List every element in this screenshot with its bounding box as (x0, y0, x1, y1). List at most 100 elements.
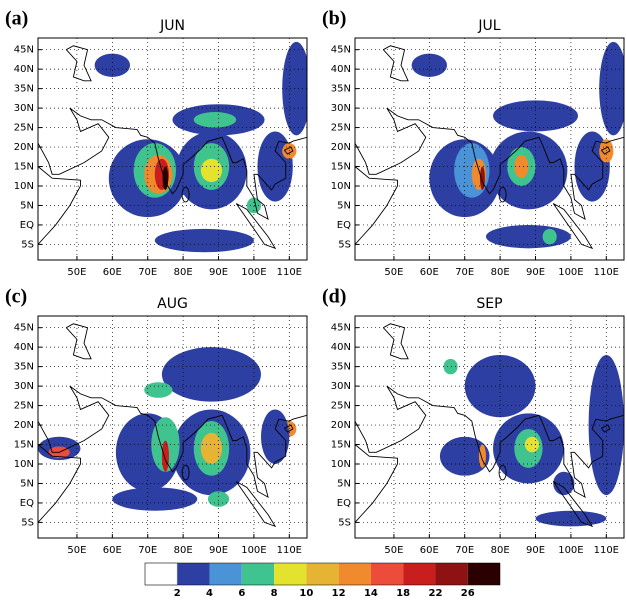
x-tick-label: 50E (384, 267, 403, 278)
y-tick-label: 35N (331, 84, 351, 95)
panel-label: (b) (322, 8, 346, 30)
rain-patch (201, 433, 222, 464)
x-tick-label: 60E (420, 545, 439, 556)
figure: (a)JUN50E60E70E80E90E100E110E45N40N35N30… (0, 0, 627, 602)
y-tick-label: 10N (331, 459, 351, 470)
rain-patch (112, 487, 197, 510)
colorbar-swatch (339, 563, 371, 585)
y-tick-label: 35N (14, 84, 34, 95)
colorbar-swatch (274, 563, 306, 585)
coastline (383, 324, 408, 359)
x-tick-label: 100E (241, 545, 266, 556)
colorbar-label: 6 (238, 588, 245, 599)
y-tick-label: 5N (337, 200, 351, 211)
panel-title: SEP (476, 296, 502, 312)
x-tick-label: 70E (455, 545, 474, 556)
y-tick-label: 10N (14, 181, 34, 192)
x-tick-label: 90E (526, 267, 545, 278)
y-tick-label: EQ (20, 498, 34, 509)
page: {"panels": [ {"label": "(a)", "title": "… (0, 0, 627, 602)
x-tick-label: 80E (491, 545, 510, 556)
y-tick-label: 25N (331, 123, 351, 134)
y-tick-label: EQ (337, 220, 351, 231)
rain-patch (514, 155, 528, 178)
x-tick-label: 110E (277, 267, 302, 278)
colorbar-swatch (242, 563, 274, 585)
y-tick-label: 30N (331, 103, 351, 114)
y-tick-label: 25N (14, 401, 34, 412)
x-tick-label: 70E (138, 545, 157, 556)
y-tick-label: 5S (338, 239, 351, 250)
rain-patch (95, 54, 130, 77)
panel-title: JUL (477, 18, 500, 34)
y-tick-label: 40N (14, 342, 34, 353)
panel-title: JUN (159, 18, 185, 34)
colorbar-label: 10 (299, 588, 313, 599)
y-tick-label: 45N (14, 45, 34, 56)
y-tick-label: 40N (331, 342, 351, 353)
x-tick-label: 80E (491, 267, 510, 278)
rain-patch (162, 347, 261, 402)
y-tick-label: 45N (331, 45, 351, 56)
x-tick-label: 90E (209, 545, 228, 556)
rain-patch (536, 511, 607, 527)
panel-label: (c) (5, 286, 27, 308)
y-tick-label: 30N (14, 381, 34, 392)
rain-patch (144, 382, 172, 398)
colorbar-label: 14 (364, 588, 378, 599)
colorbar-label: 2 (174, 588, 181, 599)
y-tick-label: 15N (14, 162, 34, 173)
colorbar-label: 8 (271, 588, 278, 599)
colorbar-swatch (371, 563, 403, 585)
rain-patch (261, 409, 289, 464)
y-tick-label: 20N (14, 420, 34, 431)
y-tick-label: 5N (337, 478, 351, 489)
panel-label: (d) (322, 286, 346, 308)
rain-patch (155, 229, 254, 252)
rain-patch (162, 441, 169, 472)
y-tick-label: 30N (14, 103, 34, 114)
y-tick-label: 25N (14, 123, 34, 134)
colorbar-swatch (145, 563, 177, 585)
coastline (236, 482, 275, 527)
y-tick-label: 10N (331, 181, 351, 192)
y-tick-label: 40N (14, 64, 34, 75)
x-tick-label: 100E (241, 267, 266, 278)
x-tick-label: 80E (174, 267, 193, 278)
x-tick-label: 100E (558, 267, 583, 278)
colorbar-label: 4 (206, 588, 213, 599)
coastline (66, 324, 91, 359)
panel-title: AUG (157, 296, 188, 312)
rain-patch (543, 229, 557, 245)
rain-patch (194, 112, 236, 128)
y-tick-label: 5S (21, 517, 34, 528)
panel-label: (a) (5, 8, 28, 30)
y-tick-label: 20N (331, 420, 351, 431)
y-tick-label: 20N (14, 142, 34, 153)
colorbar-label: 18 (396, 588, 410, 599)
x-tick-label: 80E (174, 545, 193, 556)
y-tick-label: 15N (331, 440, 351, 451)
y-tick-label: 5S (338, 517, 351, 528)
x-tick-label: 60E (103, 545, 122, 556)
y-tick-label: 25N (331, 401, 351, 412)
x-tick-label: 50E (384, 545, 403, 556)
y-tick-label: 15N (331, 162, 351, 173)
x-tick-label: 60E (103, 267, 122, 278)
y-tick-label: 20N (331, 142, 351, 153)
x-tick-label: 50E (67, 545, 86, 556)
x-tick-label: 110E (594, 545, 619, 556)
colorbar-label: 26 (461, 588, 475, 599)
y-tick-label: EQ (20, 220, 34, 231)
y-tick-label: 10N (14, 459, 34, 470)
x-tick-label: 70E (455, 267, 474, 278)
map-content (355, 42, 627, 248)
coastline (66, 46, 91, 81)
y-tick-label: EQ (337, 498, 351, 509)
colorbar-swatch (435, 563, 467, 585)
rain-patch (412, 54, 447, 77)
y-tick-label: 35N (331, 362, 351, 373)
